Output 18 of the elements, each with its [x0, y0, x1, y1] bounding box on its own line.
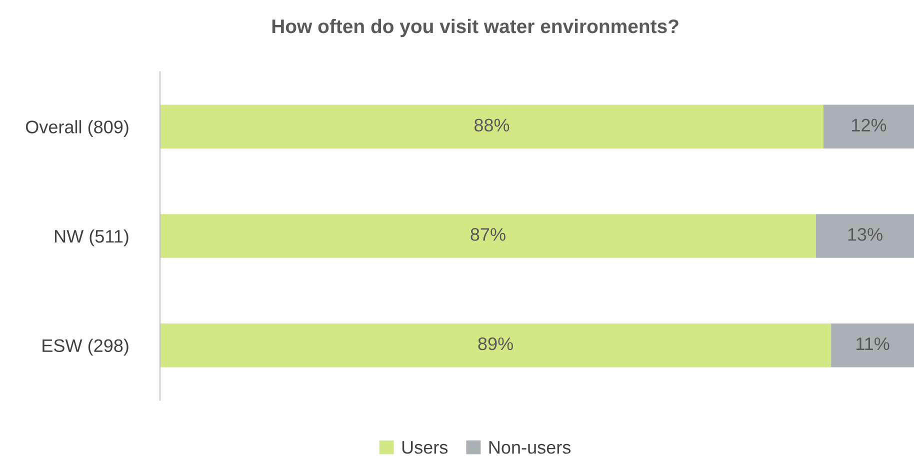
data-label: 88%: [474, 118, 510, 132]
data-label: 11%: [856, 337, 890, 350]
y-tick-label: ESW (298): [42, 338, 128, 356]
chart-title: How often do you visit water environments?: [272, 18, 678, 38]
data-label: 89%: [478, 337, 513, 350]
bar: [160, 104, 824, 149]
data-label: 87%: [470, 228, 506, 241]
bar: [816, 214, 914, 258]
bar: [160, 214, 816, 258]
legend-label: Users: [402, 441, 448, 454]
bar: [160, 323, 832, 368]
bar: [824, 104, 914, 149]
y-tick-label: Overall (809): [26, 120, 128, 137]
y-tick-label: NW (511): [55, 229, 128, 246]
data-label: 12%: [852, 118, 886, 132]
legend-label: Non-users: [489, 441, 571, 454]
data-label: 13%: [848, 228, 882, 241]
bar: [831, 323, 914, 368]
